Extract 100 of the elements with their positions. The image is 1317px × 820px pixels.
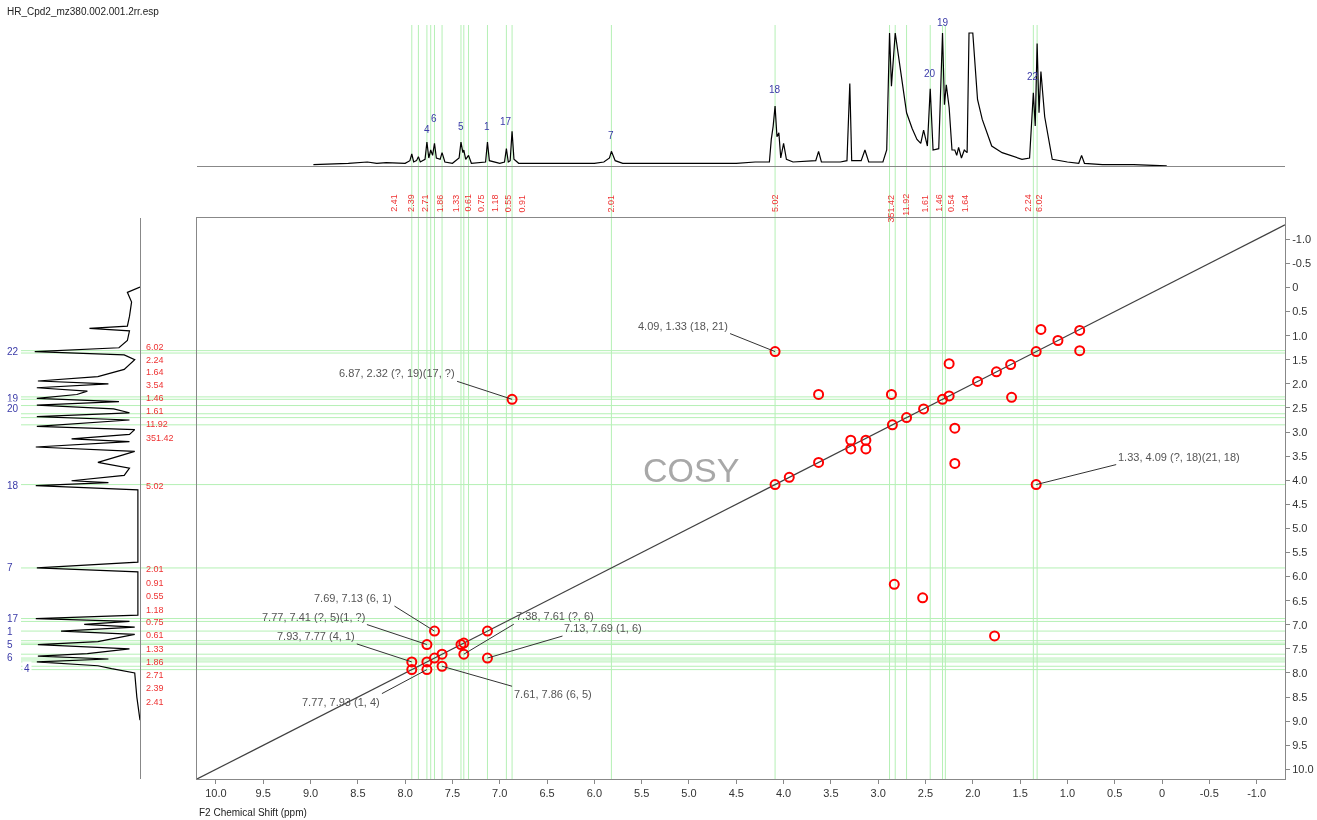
text: 1.33 [146,644,164,654]
y-tick-label: 6.5 [1292,594,1308,607]
point [428,625,440,637]
point [1035,323,1047,335]
x-tick-label: 5.0 [681,787,697,800]
text: 2.41 [146,697,164,707]
text: HR_Cpd2_mz380.002.001.2rr.esp [7,6,160,17]
text: 5.02 [146,481,164,491]
point [1074,324,1086,336]
y-tick-label: 10.0 [1292,763,1314,776]
x-tick-label: 2.5 [917,787,934,800]
x-tick-label: 8.5 [350,787,366,800]
text: 351.42 [146,433,174,443]
y-tick-label: 3.0 [1292,425,1308,438]
x-tick-label: 9.5 [255,787,271,800]
y-tick-label: 0 [1292,281,1299,294]
point [813,388,825,400]
annotation: 4.09, 1.33 (18, 21) [638,320,728,332]
annotation: 7 [608,130,614,141]
annotation: 6 [431,113,437,124]
y-tick-label: 2.5 [1292,401,1308,414]
text: 4 [24,663,30,674]
point [406,664,418,676]
text: 7 [7,562,13,573]
x-tick-label: 7.5 [444,787,461,800]
annotation: 6.87, 2.32 (?, 19)(17, ?) [339,367,455,379]
text: 2.01 [146,564,164,574]
point [783,471,795,483]
y-tick-label: 6.0 [1292,570,1308,583]
text: 0.75 [475,194,486,212]
point [1052,335,1064,347]
point [1006,391,1018,403]
text: 0.61 [146,630,164,640]
y-tick-label: 9.0 [1292,715,1308,728]
text: 17 [7,613,19,624]
point [769,346,781,358]
x-tick-label: 0.5 [1107,787,1123,800]
text: 5.02 [770,194,781,213]
point [949,422,961,434]
text: 0.54 [945,194,956,213]
x-tick-label: 1.0 [1059,787,1076,800]
annotation: 7.93, 7.77 (4, 1) [277,630,355,642]
annotation: 7.69, 7.13 (6, 1) [314,592,392,604]
point [813,456,825,468]
x-tick-label: 4.5 [728,787,744,800]
point [436,648,448,660]
point [845,443,857,455]
point [1030,346,1042,358]
text: 5 [7,639,13,650]
text: 1.46 [146,393,164,403]
annotation: 17 [500,116,512,127]
y-tick-label: 8.0 [1292,666,1308,679]
point [901,412,913,424]
point [436,660,448,672]
point [888,578,900,590]
point [972,375,984,387]
text: 2.24 [1022,194,1033,212]
text: 1.18 [489,194,500,213]
text: 1 [7,626,13,637]
text: 2.71 [419,194,430,213]
text: 1.64 [960,194,971,213]
point [421,639,433,651]
y-tick-label: 2.0 [1292,377,1308,390]
annotation: 19 [937,17,949,28]
x-axis-title: F2 Chemical Shift (ppm) [199,807,307,818]
text: 0.91 [146,578,164,588]
text: 1.18 [146,605,164,615]
text: 11.92 [146,419,168,429]
annotation: 1 [484,121,490,132]
annotation: 18 [769,84,781,95]
text: 1.64 [146,367,164,377]
text: 2.39 [146,683,164,693]
text: 1.46 [933,194,944,212]
annotation: 1.33, 4.09 (?, 18)(21, 18) [1118,451,1240,463]
y-tick-label: 1.5 [1292,353,1308,366]
annotation: 7.61, 7.86 (6, 5) [514,688,592,700]
annotation: 7.77, 7.93 (1, 4) [302,696,380,708]
text: 2.39 [405,194,416,212]
point [506,393,518,405]
point [860,434,872,446]
y-tick-label: 8.5 [1292,690,1308,703]
text: 6 [7,652,13,663]
text: 19 [7,393,19,404]
text: 6.02 [1033,194,1044,213]
point [428,652,440,664]
text: 22 [7,346,19,357]
annotation: COSY [643,451,740,489]
x-tick-label: 3.5 [823,787,839,800]
y-tick-label: 1.0 [1292,329,1308,342]
point [458,648,470,660]
y-tick-label: -1.0 [1292,233,1312,246]
x-tick-label: 4.0 [775,787,792,800]
text: 3.54 [146,380,164,390]
text: 20 [7,403,19,414]
text: 1.61 [920,195,931,213]
point [1005,359,1017,371]
y-tick-label: 9.5 [1292,739,1308,752]
y-tick-label: 7.0 [1292,618,1308,631]
x-tick-label: 6.0 [586,787,603,800]
point [918,403,930,415]
